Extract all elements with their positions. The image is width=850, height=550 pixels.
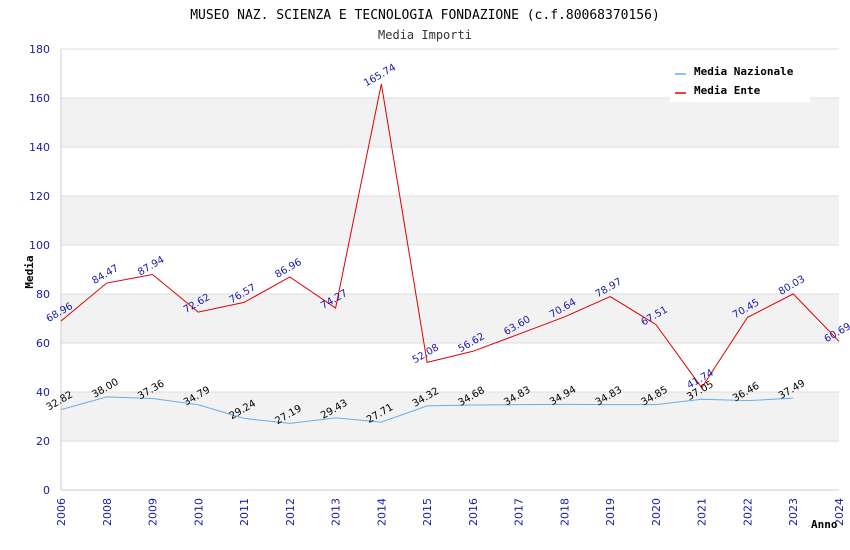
y-tick-label: 100 [29,239,50,252]
x-tick-label: 2006 [55,498,68,526]
x-tick-label: 2015 [421,498,434,526]
legend: Media Nazionale Media Ente [670,60,810,102]
x-axis-label: Anno [811,518,838,531]
y-tick-label: 180 [29,43,50,56]
y-tick-label: 0 [43,484,50,497]
legend-label-media-ente: Media Ente [694,84,761,97]
band-140 [61,98,839,147]
band-100 [61,196,839,245]
x-tick-label: 2020 [650,498,663,526]
x-tick-label: 2024 [833,498,846,526]
y-tick-label: 140 [29,141,50,154]
x-tick-label: 2009 [147,498,160,526]
band-20 [61,392,839,441]
x-tick-label: 2023 [787,498,800,526]
x-axis-ticks: 2006 2008 2009 2010 2011 2012 2013 2014 2015 2016… [55,498,846,526]
x-tick-label: 2008 [101,498,114,526]
band-40 [61,343,839,392]
x-tick-label: 2016 [467,498,480,526]
band-80 [61,245,839,294]
band-0 [61,441,839,490]
legend-box [670,60,810,102]
x-tick-label: 2012 [284,498,297,526]
x-tick-label: 2019 [604,498,617,526]
y-axis-label: Media [23,255,36,288]
gridlines [61,48,839,491]
background-bands [61,49,839,490]
x-tick-label: 2018 [558,498,571,526]
y-tick-label: 80 [36,288,50,301]
series-line-media-ente [60,83,840,389]
y-tick-label: 160 [29,92,50,105]
y-axis-ticks: 0 20 40 60 80 100 120 140 160 180 [29,43,50,497]
y-tick-label: 20 [36,435,50,448]
y-tick-label: 120 [29,190,50,203]
chart-subtitle: Media Importi [378,28,472,42]
series-lines [60,83,840,424]
x-tick-label: 2013 [330,498,343,526]
x-tick-label: 2017 [513,498,526,526]
band-120 [61,147,839,196]
chart-title: MUSEO NAZ. SCIENZA E TECNOLOGIA FONDAZIO… [190,8,660,23]
x-tick-label: 2021 [696,498,709,526]
x-tick-label: 2014 [375,498,388,526]
x-tick-label: 2010 [192,498,205,526]
band-60 [61,294,839,343]
x-tick-label: 2011 [238,498,251,526]
legend-label-media-nazionale: Media Nazionale [694,65,794,78]
y-tick-label: 60 [36,337,50,350]
y-tick-label: 40 [36,386,50,399]
x-tick-label: 2022 [741,498,754,526]
